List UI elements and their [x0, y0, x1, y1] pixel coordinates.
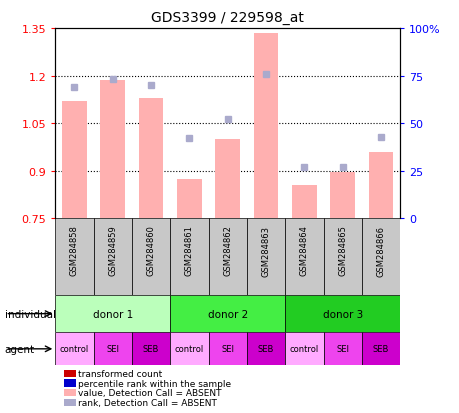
Text: SEB: SEB — [257, 344, 274, 354]
Bar — [246, 219, 285, 295]
Text: donor 1: donor 1 — [92, 309, 133, 319]
Text: GSM284862: GSM284862 — [223, 225, 232, 276]
Bar — [323, 219, 361, 295]
Bar — [55, 332, 93, 366]
Text: GSM284865: GSM284865 — [337, 225, 347, 276]
Bar — [100, 81, 125, 219]
Bar — [285, 219, 323, 295]
Bar — [291, 186, 316, 219]
Bar — [170, 219, 208, 295]
Text: rank, Detection Call = ABSENT: rank, Detection Call = ABSENT — [78, 398, 217, 407]
Bar — [330, 173, 354, 219]
Text: GSM284859: GSM284859 — [108, 225, 117, 275]
Bar — [253, 34, 278, 219]
Text: SEI: SEI — [106, 344, 119, 354]
Bar — [93, 332, 132, 366]
Text: control: control — [60, 344, 89, 354]
Text: transformed count: transformed count — [78, 369, 162, 378]
Text: individual: individual — [5, 309, 56, 319]
Bar — [170, 332, 208, 366]
Bar — [132, 219, 170, 295]
Bar — [55, 295, 170, 332]
Bar — [177, 179, 202, 219]
Bar — [62, 102, 87, 219]
Text: control: control — [174, 344, 203, 354]
Bar — [138, 99, 163, 219]
Text: percentile rank within the sample: percentile rank within the sample — [78, 379, 231, 388]
Text: GSM284866: GSM284866 — [376, 225, 385, 276]
Bar — [285, 332, 323, 366]
Text: control: control — [289, 344, 318, 354]
Text: GSM284864: GSM284864 — [299, 225, 308, 276]
Text: value, Detection Call = ABSENT: value, Detection Call = ABSENT — [78, 388, 221, 397]
Bar — [132, 332, 170, 366]
Bar — [93, 219, 132, 295]
Bar — [368, 152, 392, 219]
Text: donor 2: donor 2 — [207, 309, 247, 319]
Bar — [361, 219, 399, 295]
Text: donor 3: donor 3 — [322, 309, 362, 319]
Bar — [55, 219, 93, 295]
Title: GDS3399 / 229598_at: GDS3399 / 229598_at — [151, 11, 303, 25]
Text: SEB: SEB — [143, 344, 159, 354]
Text: GSM284861: GSM284861 — [185, 225, 193, 276]
Bar — [215, 140, 240, 219]
Bar — [323, 332, 361, 366]
Text: GSM284860: GSM284860 — [146, 225, 155, 276]
Text: SEI: SEI — [336, 344, 348, 354]
Bar — [208, 332, 246, 366]
Bar — [361, 332, 399, 366]
Text: SEI: SEI — [221, 344, 234, 354]
Bar — [208, 219, 246, 295]
Text: GSM284863: GSM284863 — [261, 225, 270, 276]
Text: GSM284858: GSM284858 — [70, 225, 78, 276]
Bar — [170, 295, 285, 332]
Text: SEB: SEB — [372, 344, 388, 354]
Bar — [285, 295, 399, 332]
Bar — [246, 332, 285, 366]
Text: agent: agent — [5, 344, 34, 354]
